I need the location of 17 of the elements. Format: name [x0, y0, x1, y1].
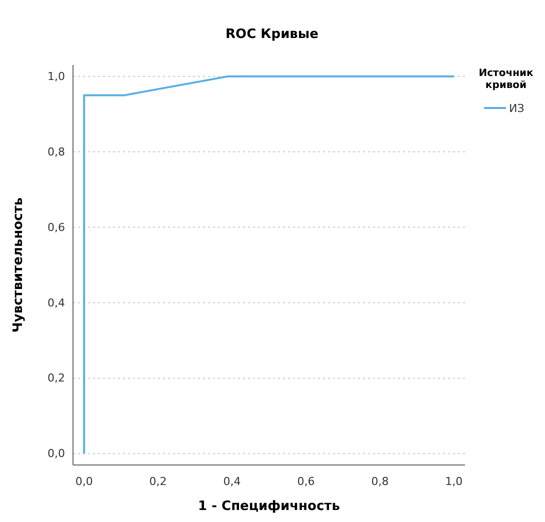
- y-tick-label: 0,4: [48, 296, 65, 310]
- x-tick-label: 0,4: [223, 474, 241, 488]
- chart-title: ROC Кривые: [226, 27, 319, 42]
- x-tick-label: 0,2: [149, 474, 167, 488]
- y-tick-label: 0,6: [48, 220, 65, 234]
- legend-label: ИЗ: [509, 102, 524, 115]
- legend-title: Источник кривой: [478, 68, 534, 91]
- x-tick-label: 0,8: [371, 474, 389, 488]
- x-tick-label: 0,6: [297, 474, 315, 488]
- x-tick-label: 1,0: [445, 474, 463, 488]
- x-axis-title: 1 - Специфичность: [198, 499, 340, 514]
- y-tick-label: 0,2: [48, 372, 65, 385]
- x-tick-label: 0,0: [75, 474, 93, 488]
- y-tick-label: 0,8: [48, 145, 65, 158]
- y-tick-label: 0,0: [48, 447, 65, 460]
- y-axis-title: Чувствительность: [11, 197, 26, 333]
- y-tick-label: 1,0: [48, 70, 65, 83]
